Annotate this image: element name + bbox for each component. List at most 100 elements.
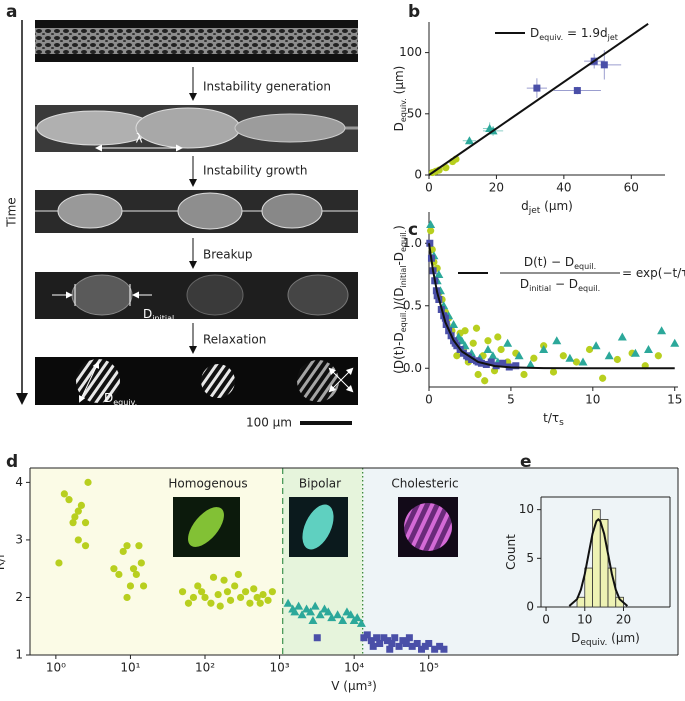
point	[391, 634, 399, 642]
droplet	[186, 274, 244, 316]
analyzer	[328, 367, 354, 393]
point	[434, 270, 444, 278]
step-label: Relaxation	[203, 333, 266, 347]
point	[110, 565, 118, 573]
x-tick-label: 20	[616, 613, 631, 627]
point	[308, 615, 318, 624]
jet	[35, 28, 358, 54]
x-tick-label: 40	[556, 181, 571, 195]
x-tick-label: 10³	[270, 661, 290, 675]
subscript: equil.	[574, 262, 596, 271]
point	[236, 593, 245, 602]
fit-line	[428, 243, 675, 370]
point	[65, 496, 73, 504]
point	[139, 582, 148, 590]
point	[69, 519, 77, 527]
point	[472, 324, 481, 332]
x-tick-label: 10⁵	[419, 661, 439, 675]
step-label: Instability generation	[203, 80, 331, 94]
subscript: equiv.	[580, 638, 607, 648]
point	[189, 593, 198, 602]
point	[178, 588, 187, 596]
point	[539, 345, 549, 353]
panel-label: d	[6, 452, 18, 472]
x-tick-label: 60	[624, 181, 639, 195]
text-part: D	[530, 26, 539, 40]
histogram-bar	[584, 567, 593, 608]
point	[436, 642, 444, 650]
point	[294, 601, 304, 610]
point	[115, 570, 123, 579]
subscript: equil.	[578, 284, 600, 293]
y-tick-label: 0	[526, 600, 534, 614]
point	[259, 590, 267, 599]
x-tick-label: 0	[425, 393, 433, 407]
step-label: Instability growth	[203, 164, 307, 178]
text-part: (µm)	[607, 631, 640, 645]
text-part: Count	[504, 534, 518, 570]
x-tick-label: 0	[425, 181, 433, 195]
y-tick-label: 0	[414, 168, 422, 182]
point	[526, 360, 536, 368]
point	[60, 490, 68, 498]
point	[613, 355, 621, 364]
point	[617, 332, 627, 341]
point	[483, 345, 493, 353]
x-axis-label: V (µm³)	[331, 679, 377, 693]
point	[119, 547, 127, 556]
point	[207, 599, 215, 607]
point	[654, 352, 662, 360]
subscript: equiv.	[113, 398, 137, 407]
region-label: Bipolar	[299, 477, 341, 491]
text-part: )	[392, 225, 406, 230]
bulge	[135, 107, 241, 149]
point	[380, 634, 388, 642]
y-axis-label: R/r	[0, 553, 7, 570]
point	[268, 588, 276, 596]
x-tick-label: 5	[507, 393, 515, 407]
point	[630, 348, 640, 357]
point	[512, 362, 520, 370]
step-label: Breakup	[203, 248, 252, 262]
point	[572, 358, 581, 366]
point	[549, 368, 558, 376]
point	[402, 639, 410, 647]
droplet	[297, 360, 339, 402]
region-label: Homogenous	[168, 477, 247, 491]
legend-label: Dequiv. = 1.9djet	[530, 26, 618, 42]
point	[290, 607, 300, 616]
point	[256, 599, 264, 607]
y-tick-label: 100	[399, 45, 422, 59]
point	[201, 593, 209, 602]
point	[530, 354, 538, 362]
droplet	[177, 192, 243, 230]
text-part: (µm)	[540, 199, 573, 213]
x-tick-label: 10¹	[120, 661, 140, 675]
point	[283, 598, 293, 607]
point	[573, 87, 581, 95]
point	[425, 639, 433, 647]
point	[241, 588, 250, 596]
panel-label: b	[408, 2, 420, 22]
point	[494, 333, 502, 341]
point	[367, 637, 375, 645]
histogram-bar	[599, 518, 609, 608]
subscript: equiv.	[539, 33, 563, 42]
point	[338, 615, 348, 624]
point	[137, 559, 145, 567]
point	[453, 352, 461, 360]
point	[552, 336, 562, 345]
point	[600, 61, 608, 69]
point	[488, 351, 498, 360]
point	[449, 320, 459, 328]
text-part: (D(t)-D	[392, 332, 406, 374]
legend-numerator: D(t) − Dequil.	[524, 255, 596, 271]
subscript: initial	[399, 266, 408, 288]
droplet	[287, 274, 349, 316]
point	[246, 599, 254, 607]
text-part: V (µm³)	[331, 679, 377, 693]
point	[376, 639, 384, 647]
point	[123, 542, 131, 550]
panel-a: a Time λ Dinitial Dequiv. Instability ge…	[5, 2, 358, 430]
point	[599, 374, 607, 382]
